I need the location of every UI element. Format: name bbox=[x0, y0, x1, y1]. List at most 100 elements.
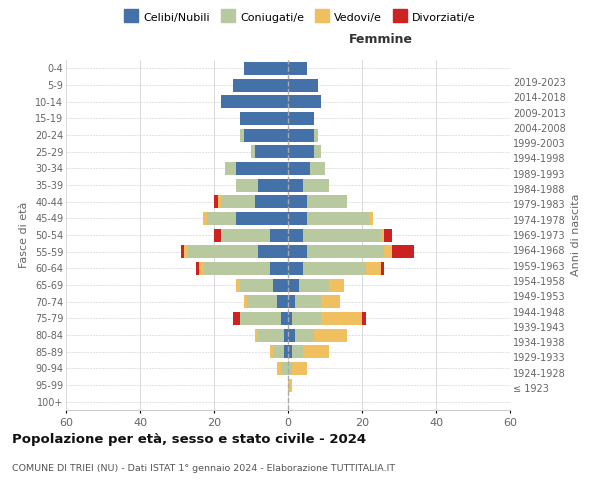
Bar bbox=[240, 312, 281, 325]
Bar bbox=[314, 128, 317, 141]
Bar bbox=[288, 178, 303, 192]
Bar bbox=[366, 262, 380, 275]
Bar bbox=[244, 295, 247, 308]
Bar bbox=[214, 228, 221, 241]
Bar bbox=[292, 362, 307, 375]
Bar bbox=[292, 312, 322, 325]
Bar bbox=[269, 262, 288, 275]
Bar bbox=[232, 312, 240, 325]
Bar bbox=[273, 345, 284, 358]
Bar bbox=[236, 178, 259, 192]
Bar bbox=[384, 228, 392, 241]
Bar bbox=[288, 362, 292, 375]
Bar bbox=[240, 128, 244, 141]
Bar bbox=[206, 212, 236, 225]
Bar bbox=[299, 278, 329, 291]
Bar bbox=[221, 195, 254, 208]
Bar bbox=[244, 128, 288, 141]
Bar bbox=[292, 345, 303, 358]
Text: Femmine: Femmine bbox=[349, 33, 413, 46]
Bar bbox=[284, 328, 288, 342]
Bar bbox=[288, 262, 303, 275]
Bar bbox=[307, 212, 370, 225]
Bar bbox=[295, 295, 322, 308]
Bar bbox=[288, 145, 314, 158]
Bar bbox=[288, 245, 307, 258]
Bar bbox=[254, 328, 259, 342]
Bar bbox=[329, 278, 343, 291]
Bar bbox=[314, 328, 347, 342]
Bar bbox=[199, 262, 203, 275]
Bar bbox=[322, 312, 362, 325]
Bar bbox=[370, 212, 373, 225]
Text: COMUNE DI TRIEI (NU) - Dati ISTAT 1° gennaio 2024 - Elaborazione TUTTITALIA.IT: COMUNE DI TRIEI (NU) - Dati ISTAT 1° gen… bbox=[12, 464, 395, 473]
Bar bbox=[233, 78, 288, 92]
Bar bbox=[259, 328, 284, 342]
Bar bbox=[259, 245, 288, 258]
Bar bbox=[281, 312, 288, 325]
Bar bbox=[288, 228, 303, 241]
Bar bbox=[288, 312, 292, 325]
Bar bbox=[203, 262, 269, 275]
Bar bbox=[273, 278, 288, 291]
Bar bbox=[225, 162, 236, 175]
Bar bbox=[254, 145, 288, 158]
Bar bbox=[218, 195, 221, 208]
Bar bbox=[188, 245, 259, 258]
Text: Popolazione per età, sesso e stato civile - 2024: Popolazione per età, sesso e stato civil… bbox=[12, 432, 366, 446]
Bar bbox=[288, 345, 292, 358]
Bar bbox=[236, 162, 288, 175]
Bar bbox=[288, 95, 322, 108]
Bar bbox=[288, 78, 317, 92]
Y-axis label: Fasce di età: Fasce di età bbox=[19, 202, 29, 268]
Bar bbox=[221, 228, 269, 241]
Bar bbox=[221, 95, 288, 108]
Bar bbox=[295, 328, 314, 342]
Bar bbox=[236, 278, 240, 291]
Bar bbox=[203, 212, 206, 225]
Bar bbox=[288, 195, 307, 208]
Bar bbox=[288, 378, 292, 392]
Bar bbox=[236, 212, 288, 225]
Bar bbox=[281, 362, 288, 375]
Bar bbox=[284, 345, 288, 358]
Bar bbox=[269, 345, 273, 358]
Bar bbox=[288, 278, 299, 291]
Bar bbox=[277, 295, 288, 308]
Bar bbox=[303, 178, 329, 192]
Bar bbox=[288, 112, 314, 125]
Bar bbox=[244, 62, 288, 75]
Bar bbox=[303, 262, 366, 275]
Bar bbox=[288, 162, 310, 175]
Bar bbox=[288, 128, 314, 141]
Bar bbox=[384, 245, 392, 258]
Bar bbox=[362, 312, 366, 325]
Bar bbox=[322, 295, 340, 308]
Bar bbox=[303, 345, 329, 358]
Bar bbox=[184, 245, 188, 258]
Bar bbox=[288, 328, 295, 342]
Bar bbox=[310, 162, 325, 175]
Bar bbox=[303, 228, 380, 241]
Bar bbox=[247, 295, 277, 308]
Bar bbox=[214, 195, 218, 208]
Bar bbox=[196, 262, 199, 275]
Bar bbox=[307, 195, 347, 208]
Bar bbox=[277, 362, 281, 375]
Bar bbox=[288, 295, 295, 308]
Bar bbox=[288, 212, 307, 225]
Bar bbox=[181, 245, 184, 258]
Legend: Celibi/Nubili, Coniugati/e, Vedovi/e, Divorziati/e: Celibi/Nubili, Coniugati/e, Vedovi/e, Di… bbox=[120, 8, 480, 28]
Bar bbox=[288, 62, 307, 75]
Bar bbox=[240, 278, 273, 291]
Bar bbox=[307, 245, 384, 258]
Bar bbox=[259, 178, 288, 192]
Bar bbox=[380, 228, 384, 241]
Y-axis label: Anni di nascita: Anni di nascita bbox=[571, 194, 581, 276]
Bar bbox=[314, 145, 322, 158]
Bar bbox=[240, 112, 288, 125]
Bar bbox=[254, 195, 288, 208]
Bar bbox=[380, 262, 384, 275]
Bar bbox=[269, 228, 288, 241]
Bar bbox=[251, 145, 254, 158]
